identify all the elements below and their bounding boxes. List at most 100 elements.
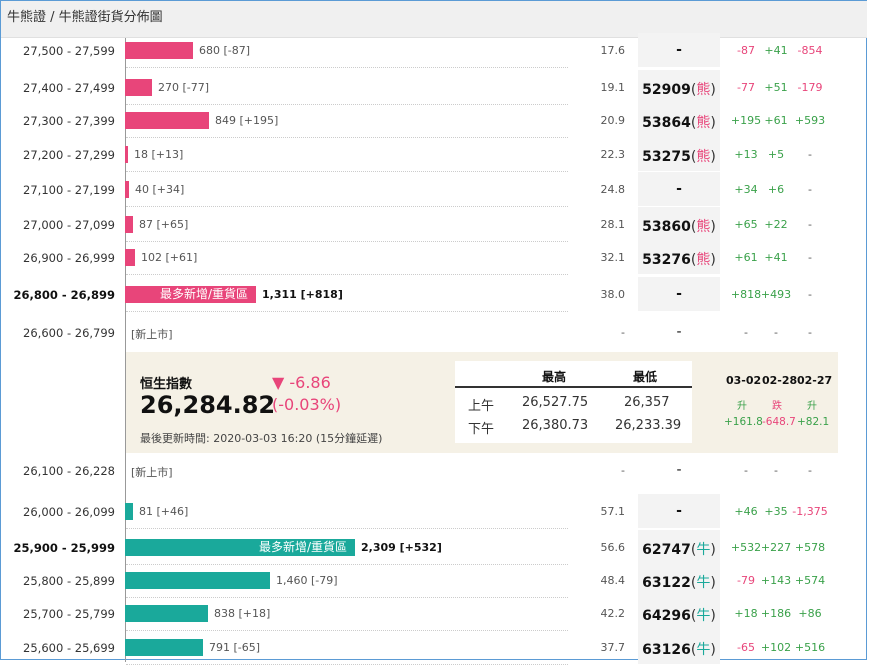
paren-open: ( bbox=[690, 82, 697, 98]
code-cell bbox=[638, 494, 720, 528]
warrant-code[interactable]: 53860(熊) bbox=[638, 216, 720, 236]
outstanding-count: 81 [+46] bbox=[139, 505, 189, 518]
strike-range: 26,900 - 26,999 bbox=[23, 251, 115, 265]
change-c1: -79 bbox=[737, 574, 755, 587]
change-c2: +6 bbox=[767, 183, 785, 196]
change-c3: +86 bbox=[798, 607, 822, 620]
bull-bar bbox=[125, 572, 270, 589]
change-c2: +5 bbox=[767, 148, 785, 161]
change-c2: - bbox=[774, 464, 778, 477]
breadcrumb[interactable]: 牛熊證 / 牛熊證街貨分佈圖 bbox=[1, 1, 867, 38]
bear-bar bbox=[125, 181, 129, 198]
row-divider bbox=[126, 104, 568, 105]
strike-range: 27,500 - 27,599 bbox=[23, 44, 115, 58]
distance-pct: 28.1 bbox=[600, 218, 626, 231]
distance-pct: 17.6 bbox=[600, 44, 626, 57]
change-c3: +578 bbox=[794, 541, 826, 554]
paren-close: ) bbox=[710, 82, 716, 98]
warrant-code[interactable]: 62747(牛) bbox=[638, 539, 720, 559]
paren-open: ( bbox=[690, 252, 697, 268]
change-c3: +516 bbox=[794, 641, 826, 654]
row-divider bbox=[126, 597, 568, 598]
bull-bar: 最多新增/重貨區 bbox=[125, 539, 355, 556]
row-divider bbox=[126, 311, 568, 312]
change-c2: - bbox=[774, 326, 778, 339]
paren-open: ( bbox=[690, 149, 697, 165]
code-cell bbox=[638, 137, 720, 171]
warrant-code[interactable]: 63122(牛) bbox=[638, 572, 720, 592]
date-1-change: +161.8 bbox=[724, 416, 763, 428]
pm-low: 26,233.39 bbox=[615, 418, 682, 433]
change-c1: - bbox=[744, 326, 748, 339]
row-divider bbox=[126, 564, 568, 565]
index-name: 恒生指數 bbox=[140, 377, 193, 392]
warrant-code[interactable]: 63126(牛) bbox=[638, 639, 720, 659]
warrant-code: - bbox=[638, 286, 720, 302]
distance-pct: 38.0 bbox=[600, 288, 626, 301]
pm-high: 26,380.73 bbox=[522, 418, 589, 433]
date-3: 02-27 bbox=[797, 374, 833, 387]
change-c2: +41 bbox=[764, 44, 788, 57]
row-divider bbox=[126, 206, 568, 207]
change-c1: - bbox=[744, 464, 748, 477]
outstanding-count: 270 [-77] bbox=[158, 81, 210, 94]
change-c3: - bbox=[808, 464, 812, 477]
index-change-pct: (-0.03%) bbox=[272, 395, 342, 414]
paren-close: ) bbox=[710, 149, 716, 165]
warrant-code[interactable]: 53864(熊) bbox=[638, 112, 720, 132]
outstanding-count: 87 [+65] bbox=[139, 218, 189, 231]
strike-range: 27,100 - 27,199 bbox=[23, 183, 115, 197]
heavy-zone-label: 最多新增/重貨區 bbox=[258, 540, 347, 554]
new-listing-label: [新上市] bbox=[131, 328, 173, 341]
strike-range: 25,800 - 25,899 bbox=[23, 574, 115, 588]
bear-bar bbox=[125, 79, 152, 96]
warrant-code-number: 53860 bbox=[642, 219, 691, 235]
strike-range: 27,200 - 27,299 bbox=[23, 148, 115, 162]
outstanding-count: 849 [+195] bbox=[215, 114, 279, 127]
warrant-code-number: 63126 bbox=[642, 642, 691, 658]
paren-open: ( bbox=[690, 642, 697, 658]
warrant-type-tag: 牛 bbox=[696, 608, 711, 624]
strike-range: 26,600 - 26,799 bbox=[23, 326, 115, 340]
warrant-code[interactable]: 64296(牛) bbox=[638, 605, 720, 625]
outstanding-count: 838 [+18] bbox=[214, 607, 271, 620]
warrant-code-number: 63122 bbox=[642, 575, 691, 591]
warrant-code: - bbox=[676, 462, 682, 478]
change-c2: +493 bbox=[760, 288, 792, 301]
row-divider bbox=[126, 528, 568, 529]
paren-close: ) bbox=[710, 115, 716, 131]
warrant-code-number: - bbox=[676, 503, 682, 519]
change-c3: - bbox=[808, 183, 812, 196]
strike-range: 26,000 - 26,099 bbox=[23, 505, 115, 519]
paren-close: ) bbox=[710, 575, 716, 591]
paren-close: ) bbox=[710, 542, 716, 558]
warrant-code: - bbox=[638, 503, 720, 519]
warrant-type-tag: 牛 bbox=[696, 575, 711, 591]
change-c3: +574 bbox=[794, 574, 826, 587]
outstanding-count: 102 [+61] bbox=[141, 251, 198, 264]
change-c1: +61 bbox=[734, 251, 758, 264]
outstanding-count: 1,311 [+818] bbox=[262, 288, 343, 301]
warrant-code[interactable]: 52909(熊) bbox=[638, 79, 720, 99]
warrant-code: - bbox=[676, 324, 682, 340]
change-c1: +65 bbox=[734, 218, 758, 231]
change-c3: -854 bbox=[797, 44, 823, 57]
change-c1: -87 bbox=[737, 44, 755, 57]
warrant-code[interactable]: 53275(熊) bbox=[638, 146, 720, 166]
code-cell bbox=[638, 530, 720, 564]
high-header: 最高 bbox=[542, 370, 567, 384]
change-c2: +35 bbox=[764, 505, 788, 518]
change-c3: - bbox=[808, 218, 812, 231]
chart-axis-line bbox=[125, 38, 126, 662]
bear-bar bbox=[125, 146, 128, 163]
distance-pct: 19.1 bbox=[600, 81, 626, 94]
date-1-direction: 升 bbox=[737, 401, 747, 412]
change-c2: +61 bbox=[764, 114, 788, 127]
code-cell bbox=[638, 277, 720, 311]
warrant-code-number: - bbox=[676, 181, 682, 197]
warrant-code[interactable]: 53276(熊) bbox=[638, 249, 720, 269]
code-cell bbox=[638, 103, 720, 137]
warrant-code-number: 53864 bbox=[642, 115, 691, 131]
paren-close: ) bbox=[710, 608, 716, 624]
row-divider bbox=[126, 67, 568, 68]
